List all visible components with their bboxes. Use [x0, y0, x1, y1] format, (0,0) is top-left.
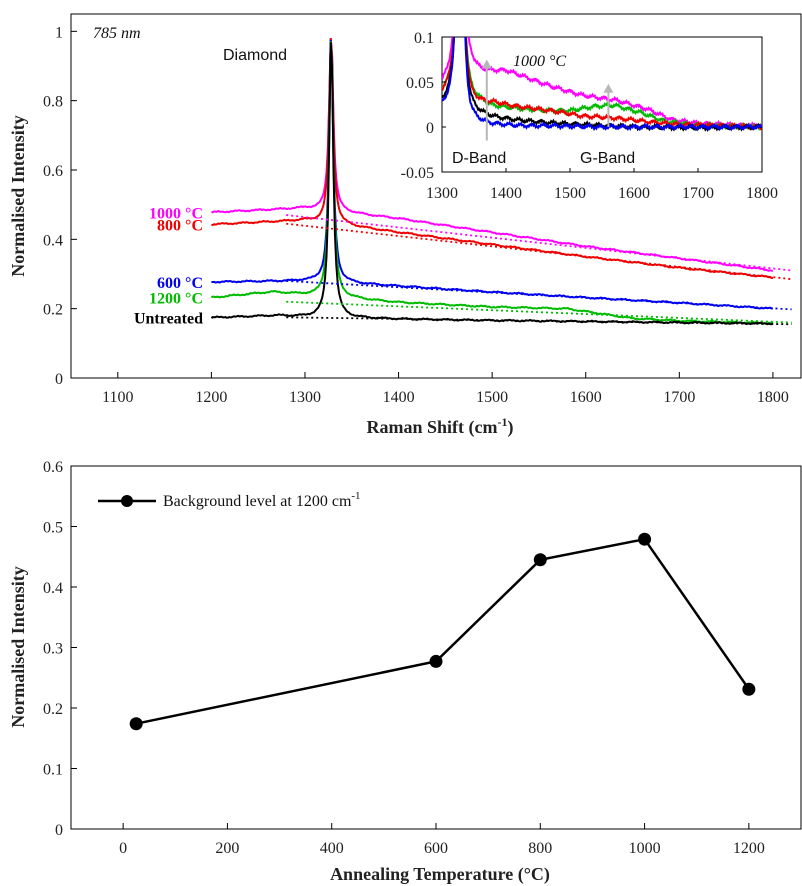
bottom-y-tick-label: 0.1	[43, 762, 63, 779]
bottom-y-tick-label: 0.2	[43, 701, 63, 718]
d-band-label: D-Band	[452, 150, 506, 167]
bottom-x-axis-label: Annealing Temperature (°C)	[330, 864, 550, 885]
bottom-plot-frame	[70, 465, 802, 830]
bottom-x-tick-label: 800	[528, 840, 552, 857]
background-fit-line	[286, 316, 792, 326]
top-x-tick-label: 1300	[289, 389, 321, 406]
series-label: 1200 °C	[149, 291, 203, 308]
inset-x-ticks: 1300 1400 1500 1600 1700 1800	[426, 168, 778, 202]
data-point	[533, 553, 547, 567]
inset-x-tick-label: 1600	[618, 185, 650, 202]
top-y-tick-label: 0	[55, 371, 63, 388]
band-arrow-head	[481, 59, 492, 69]
series-label: 600 °C	[157, 275, 203, 292]
top-x-tick-label: 1500	[476, 389, 508, 406]
bottom-y-tick-label: 0.3	[43, 641, 63, 658]
inset-y-tick-label: -0.05	[401, 165, 434, 182]
background-level-chart: 0 200 400 600 800 1000 1200 0 0.1 0.2 0.3 0.4 0.5 0.…	[8, 459, 802, 885]
legend-marker	[121, 495, 133, 507]
diamond-peak-annotation: Diamond	[223, 47, 287, 64]
legend: Background level at 1200 cm-1	[98, 490, 361, 510]
bottom-y-tick-label: 0.5	[43, 520, 63, 537]
top-y-axis-label: Normalised Intensity	[8, 115, 28, 277]
g-band-label: G-Band	[580, 150, 635, 167]
background-level-line	[135, 537, 750, 725]
top-y-tick-label: 0.8	[43, 94, 63, 111]
inset-x-tick-label: 1300	[426, 185, 458, 202]
bottom-x-tick-label: 1200	[733, 840, 765, 857]
top-y-ticks: 0 0.2 0.4 0.6 0.8 1	[43, 24, 77, 388]
background-fit-line	[286, 300, 792, 324]
inset-x-tick-label: 1700	[682, 185, 714, 202]
bottom-x-tick-label: 600	[424, 840, 448, 857]
series-label: 1000 °C	[149, 205, 203, 222]
series-label: 800 °C	[157, 217, 203, 234]
raman-spectra-chart: 1100 1200 1300 1400 1500 1600 1700 1800 0 0.2 0.4…	[8, 13, 802, 438]
top-x-tick-label: 1800	[757, 389, 789, 406]
bottom-x-tick-label: 0	[119, 840, 127, 857]
data-point	[638, 532, 652, 546]
top-fit-lines	[286, 214, 792, 326]
inset-x-tick-label: 1500	[554, 185, 586, 202]
inset-x-tick-label: 1800	[746, 185, 778, 202]
top-y-tick-label: 1	[55, 24, 63, 41]
band-arrow-head	[603, 83, 614, 93]
inset-spectrum-line	[442, 37, 762, 131]
top-y-tick-label: 0.6	[43, 163, 63, 180]
top-y-tick-label: 0.4	[43, 232, 63, 249]
bottom-x-tick-label: 200	[215, 840, 239, 857]
top-x-tick-label: 1400	[383, 389, 415, 406]
top-y-tick-label: 0.2	[43, 302, 63, 319]
bottom-x-tick-label: 1000	[629, 840, 661, 857]
top-x-tick-label: 1700	[663, 389, 695, 406]
top-x-tick-label: 1200	[195, 389, 227, 406]
laser-wavelength-annotation: 785 nm	[93, 25, 141, 42]
series-label: Untreated	[134, 311, 203, 328]
inset-spectrum-line	[442, 37, 762, 132]
inset-y-tick-label: 0	[426, 120, 434, 137]
top-x-tick-label: 1100	[102, 389, 133, 406]
inset-y-tick-label: 0.05	[406, 75, 434, 92]
data-point	[129, 717, 143, 731]
inset-chart: 1300 1400 1500 1600 1700 1800 -0.05 0 0.05 0.1 1…	[401, 30, 778, 202]
inset-series-group	[442, 37, 762, 133]
bottom-y-tick-label: 0.6	[43, 459, 63, 476]
bottom-x-tick-label: 400	[320, 840, 344, 857]
inset-y-tick-label: 0.1	[414, 30, 434, 47]
legend-entry: Background level at 1200 cm-1	[163, 490, 361, 510]
bottom-y-tick-label: 0	[55, 822, 63, 839]
bottom-y-tick-label: 0.4	[43, 580, 63, 597]
inset-arrows	[481, 59, 614, 141]
data-point	[742, 682, 756, 696]
top-x-tick-label: 1600	[570, 389, 602, 406]
inset-y-ticks: -0.05 0 0.05 0.1	[401, 30, 446, 182]
bottom-series-group	[129, 532, 756, 731]
background-fit-line	[286, 280, 792, 311]
inset-temperature-label: 1000 °C	[513, 53, 566, 70]
top-x-axis-label: Raman Shift (cm-1)	[367, 415, 514, 438]
bottom-y-axis-label: Normalised Intensity	[8, 566, 28, 728]
top-plot-frame	[70, 13, 802, 379]
data-point	[429, 654, 443, 668]
top-x-ticks: 1100 1200 1300 1400 1500 1600 1700 1800	[102, 372, 789, 406]
inset-x-tick-label: 1400	[490, 185, 522, 202]
bottom-x-ticks: 0 200 400 600 800 1000 1200	[119, 823, 765, 857]
bottom-y-ticks: 0 0.1 0.2 0.3 0.4 0.5 0.6	[43, 459, 77, 839]
